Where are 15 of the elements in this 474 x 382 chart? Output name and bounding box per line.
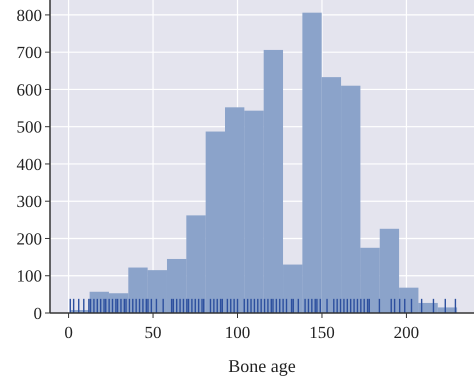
y-tick-label: 0: [34, 304, 42, 323]
y-tick-label: 500: [16, 118, 42, 137]
x-tick-label: 0: [64, 323, 73, 342]
y-tick-label: 400: [16, 154, 42, 174]
x-tick-label: 50: [144, 323, 162, 342]
y-tick-label: 200: [16, 229, 42, 248]
y-tick-label: 700: [16, 43, 42, 62]
y-tick-label: 300: [16, 192, 42, 212]
x-tick-label: 200: [394, 323, 420, 342]
x-tick-label: 150: [309, 323, 335, 342]
x-axis-title: Bone age: [228, 356, 296, 376]
y-tick-label: 100: [16, 266, 42, 286]
y-tick-label: 800: [16, 6, 42, 25]
x-tick-label: 100: [224, 323, 250, 342]
y-tick-label: 600: [16, 80, 42, 100]
